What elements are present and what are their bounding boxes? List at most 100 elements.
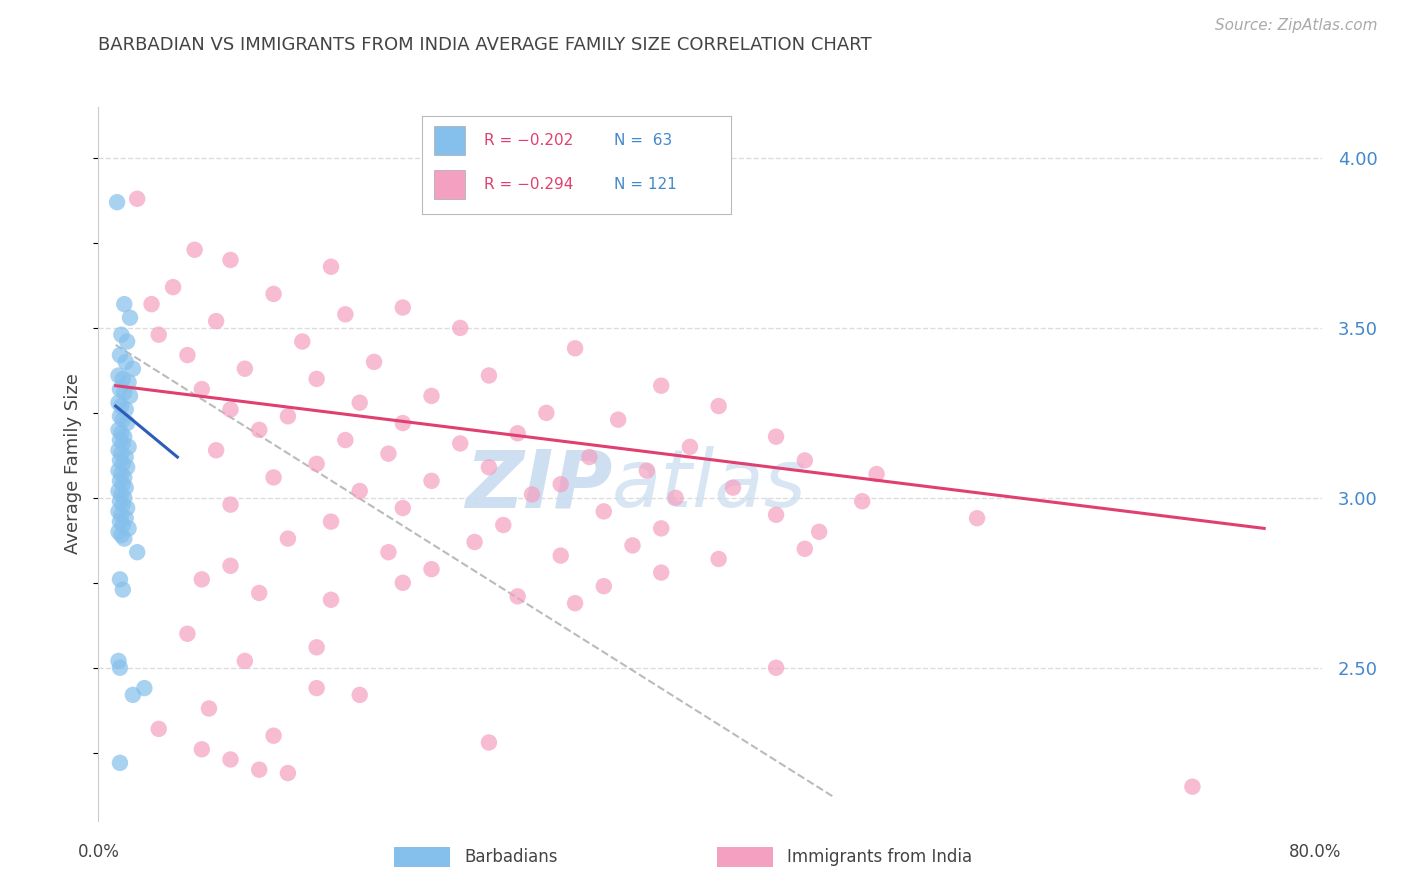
Point (578, 450, 600, 464)
Point (107, 443, 129, 458)
Point (277, 532, 299, 546)
Point (134, 681, 156, 695)
Text: N = 121: N = 121 (613, 178, 676, 192)
Point (127, 192, 149, 206)
Point (291, 334, 314, 349)
Point (233, 654, 256, 668)
Point (506, 590, 529, 604)
Point (115, 334, 138, 349)
Point (191, 573, 214, 587)
Point (851, 494, 873, 508)
Point (263, 729, 285, 743)
Point (449, 436, 471, 450)
Point (233, 361, 256, 376)
Point (219, 402, 242, 417)
Point (114, 355, 136, 369)
Point (335, 433, 357, 447)
Point (115, 501, 138, 516)
Point (111, 436, 134, 450)
Point (107, 368, 129, 383)
Point (478, 735, 501, 749)
Point (110, 447, 132, 461)
Point (114, 511, 136, 525)
Point (111, 372, 134, 386)
Point (176, 626, 198, 640)
Point (114, 402, 136, 417)
Point (122, 361, 145, 376)
Point (707, 552, 730, 566)
Point (108, 515, 131, 529)
Text: atlas: atlas (612, 446, 807, 524)
Point (148, 722, 170, 736)
Point (107, 654, 129, 668)
Point (112, 470, 135, 484)
Text: 80.0%: 80.0% (1288, 843, 1341, 861)
Point (247, 586, 270, 600)
Point (564, 341, 586, 355)
Point (607, 412, 630, 426)
Point (107, 464, 129, 478)
Point (391, 575, 413, 590)
Text: N =  63: N = 63 (613, 133, 672, 148)
Point (650, 378, 672, 392)
Point (219, 558, 242, 573)
Point (506, 426, 529, 441)
Point (636, 464, 658, 478)
Point (107, 423, 129, 437)
Point (550, 477, 572, 491)
Point (707, 399, 730, 413)
Point (420, 562, 443, 576)
Point (176, 348, 198, 362)
Point (110, 327, 132, 342)
Point (110, 487, 132, 501)
Point (621, 538, 644, 552)
Point (108, 494, 131, 508)
Point (108, 453, 131, 467)
Point (115, 416, 138, 430)
Point (107, 483, 129, 498)
Point (478, 368, 501, 383)
Point (808, 524, 831, 539)
Point (148, 327, 170, 342)
Point (107, 395, 129, 409)
Point (110, 508, 132, 522)
Point (592, 579, 614, 593)
Point (219, 252, 242, 267)
Point (305, 457, 328, 471)
Text: R = −0.202: R = −0.202 (484, 133, 572, 148)
Text: 0.0%: 0.0% (77, 843, 120, 861)
Point (550, 549, 572, 563)
FancyBboxPatch shape (434, 126, 465, 155)
Point (363, 355, 385, 369)
Text: Source: ZipAtlas.com: Source: ZipAtlas.com (1215, 18, 1378, 33)
Point (122, 688, 145, 702)
Point (319, 515, 342, 529)
Point (765, 508, 787, 522)
Point (564, 596, 586, 610)
Point (183, 243, 205, 257)
Point (162, 280, 184, 294)
Point (114, 481, 136, 495)
Point (492, 518, 515, 533)
Point (205, 443, 228, 458)
Point (305, 372, 328, 386)
Point (112, 532, 135, 546)
Point (679, 440, 702, 454)
Point (319, 592, 342, 607)
Point (277, 766, 299, 780)
Point (108, 756, 131, 770)
Point (793, 541, 815, 556)
Point (247, 423, 270, 437)
Point (391, 301, 413, 315)
Point (112, 385, 135, 400)
Point (277, 409, 299, 424)
FancyBboxPatch shape (434, 170, 465, 200)
Point (966, 511, 988, 525)
Text: Immigrants from India: Immigrants from India (787, 848, 973, 866)
Point (118, 389, 141, 403)
Point (118, 310, 141, 325)
Point (420, 389, 443, 403)
Point (141, 297, 163, 311)
Point (420, 474, 443, 488)
Point (219, 752, 242, 766)
